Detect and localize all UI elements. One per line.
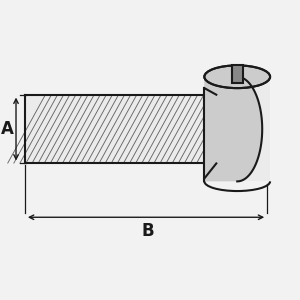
Text: B: B — [141, 222, 154, 240]
Polygon shape — [232, 65, 243, 83]
Polygon shape — [204, 77, 262, 182]
Polygon shape — [25, 95, 216, 164]
Polygon shape — [204, 77, 270, 182]
Ellipse shape — [204, 65, 270, 88]
Text: A: A — [1, 120, 13, 138]
